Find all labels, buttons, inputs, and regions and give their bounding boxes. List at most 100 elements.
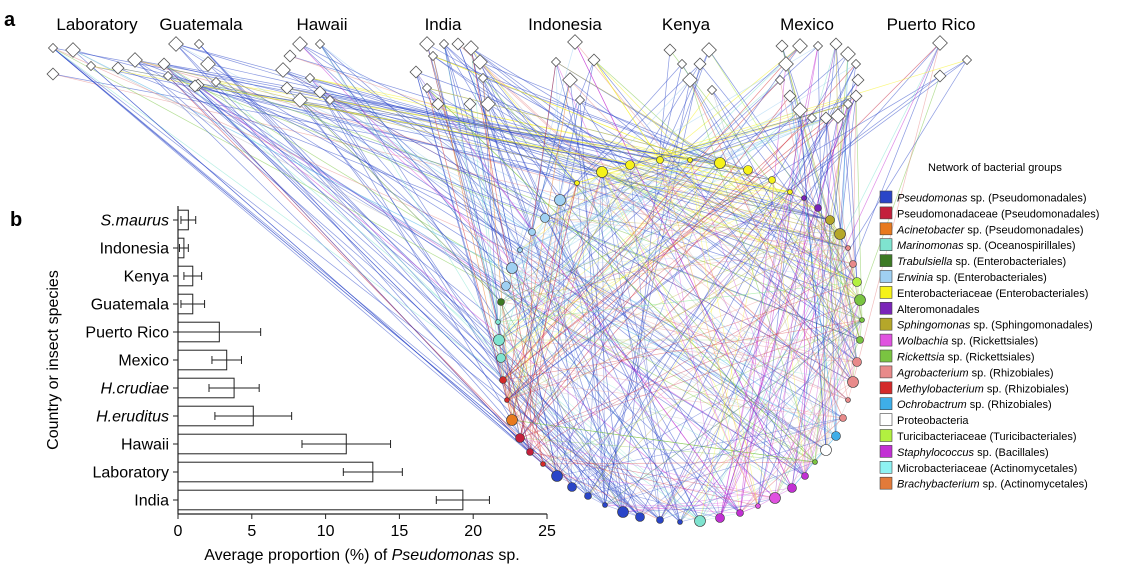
sample-node (701, 42, 717, 58)
network-edge (502, 63, 701, 381)
network-edge (781, 45, 854, 265)
category-label: Indonesia (100, 241, 169, 258)
network-edge (506, 109, 801, 401)
network-edge (443, 43, 578, 184)
bacterial-node (856, 336, 864, 344)
network-edge (309, 77, 502, 303)
network-edge (601, 171, 849, 249)
network-edge (163, 63, 831, 221)
network-edge (817, 207, 861, 341)
network-edge (825, 263, 854, 451)
network-edge (601, 171, 681, 523)
network-edge (555, 61, 759, 507)
legend-item: Agrobacterium sp. (Rhizobiales) (879, 365, 1054, 379)
bacterial-node (495, 319, 501, 325)
legend: Network of bacterial groups Pseudomonas … (879, 162, 1099, 491)
bacterial-node (736, 509, 744, 517)
network-edge (207, 63, 681, 523)
network-edge (739, 191, 791, 514)
network-edge (457, 43, 641, 518)
network-edge (167, 75, 521, 439)
sample-node (275, 62, 291, 78)
sample-node (200, 56, 216, 72)
legend-swatch (879, 238, 893, 251)
legend-item: Brachybacterium sp. (Actinomycetales) (879, 476, 1088, 491)
bacterial-node (801, 472, 809, 480)
legend-swatch (879, 222, 893, 236)
network-edge (774, 449, 827, 499)
network-edge (791, 299, 861, 489)
network-edge (482, 77, 513, 421)
network-edge (519, 182, 578, 439)
network-edge (571, 319, 863, 488)
bacterial-node (845, 245, 851, 251)
bacterial-node (845, 397, 851, 403)
network-edge (556, 199, 561, 477)
sample-node (693, 57, 707, 71)
legend-item: Enterobacteriaceae (Enterobacteriales) (879, 286, 1088, 300)
network-edge (519, 169, 749, 251)
legend-swatch (879, 206, 893, 220)
network-edge (498, 159, 661, 341)
network-edge (511, 164, 631, 269)
bacterial-node (499, 376, 507, 384)
network-edge (587, 79, 859, 497)
bacterial-node (839, 414, 847, 422)
network-edge (542, 463, 661, 521)
sample-node (111, 61, 125, 75)
category-label: Puerto Rico (85, 325, 169, 342)
sample-node (830, 108, 846, 124)
sample-node (819, 111, 833, 125)
network-edge (817, 207, 858, 363)
network-edge (622, 49, 671, 513)
network-edge (511, 267, 844, 419)
network-edge (437, 103, 691, 161)
bacterial-node (540, 461, 546, 467)
sample-node (587, 53, 601, 67)
network-edge (167, 75, 861, 301)
network-edge (529, 263, 854, 453)
network-edge (498, 339, 858, 363)
network-edge (497, 321, 589, 497)
sample-node (292, 36, 308, 52)
network-edge (511, 219, 831, 421)
network-edge (601, 171, 606, 506)
network-edge (791, 115, 839, 489)
legend-label: Trabulsiella sp. (Enterobacteriales) (897, 256, 1066, 268)
network-edge (659, 233, 841, 521)
sample-node (663, 43, 677, 57)
network-edge (175, 43, 849, 249)
network-edge (719, 207, 819, 519)
network-edge (197, 84, 721, 519)
network-edge (505, 285, 858, 363)
network-edge (719, 191, 791, 519)
network-edge (175, 43, 827, 451)
bacterial-node (787, 189, 793, 195)
sample-node (676, 58, 688, 70)
network-edge (506, 117, 813, 401)
network-edge (804, 263, 854, 477)
sample-node (842, 98, 854, 110)
legend-swatch (879, 429, 893, 442)
network-edge (519, 182, 578, 439)
sample-node (567, 34, 583, 50)
network-edge (593, 59, 661, 161)
network-edge (52, 47, 589, 497)
legend-item: Trabulsiella sp. (Enterobacteriales) (879, 254, 1066, 268)
network-edge (542, 461, 816, 465)
legend-item: Methylobacterium sp. (Rhizobiales) (879, 381, 1069, 395)
network-edge (487, 103, 793, 489)
network-edge (511, 419, 816, 463)
network-edge (511, 267, 849, 401)
bacterial-node (694, 515, 706, 527)
sample-node (313, 85, 327, 99)
x-tick-label: 25 (538, 523, 556, 540)
network-edge (500, 301, 858, 363)
network-edge (163, 63, 793, 489)
sample-node (127, 52, 143, 68)
network-edge (629, 164, 749, 171)
network-edge (299, 99, 606, 506)
legend-label: Brachybacterium sp. (Actinomycetales) (897, 479, 1088, 491)
network-edge (502, 115, 839, 381)
